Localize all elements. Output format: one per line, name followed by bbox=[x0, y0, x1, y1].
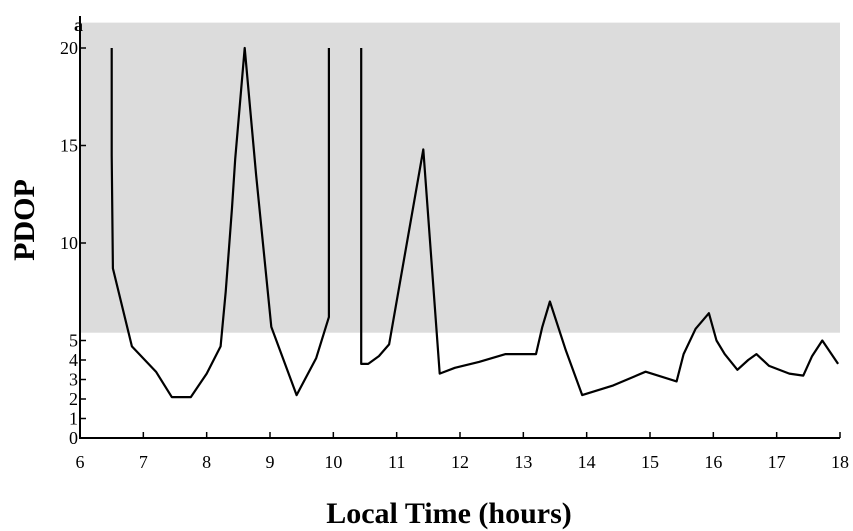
x-tick-label: 9 bbox=[266, 452, 275, 472]
shaded-region bbox=[80, 22, 840, 333]
y-tick-label: 20 bbox=[60, 38, 78, 58]
x-tick-label: 10 bbox=[324, 452, 342, 472]
x-tick-label: 15 bbox=[641, 452, 659, 472]
series-layer bbox=[110, 46, 840, 399]
x-tick-label: 12 bbox=[451, 452, 469, 472]
y-tick-label: 15 bbox=[60, 136, 78, 156]
x-tick-label: 18 bbox=[831, 452, 849, 472]
x-tick-label: 16 bbox=[704, 452, 722, 472]
y-axis-label: PDOP bbox=[8, 179, 41, 261]
pdop-series-line bbox=[110, 46, 330, 399]
pdop-series-line bbox=[360, 48, 840, 397]
x-axis-label: Local Time (hours) bbox=[326, 497, 572, 530]
x-tick-label: 14 bbox=[578, 452, 596, 472]
x-tick-label: 13 bbox=[514, 452, 532, 472]
x-tick-label: 8 bbox=[202, 452, 211, 472]
y-tick-label: 10 bbox=[60, 233, 78, 253]
y-tick-label: 5 bbox=[69, 331, 78, 351]
x-tick-label: 11 bbox=[388, 452, 405, 472]
y-tick-label: 2 bbox=[69, 389, 78, 409]
shaded-high-pdop-region bbox=[80, 22, 840, 333]
x-tick-label: 7 bbox=[139, 452, 148, 472]
y-tick-label: 4 bbox=[69, 350, 78, 370]
y-tick-label: 0 bbox=[69, 428, 78, 448]
x-tick-label: 6 bbox=[76, 452, 85, 472]
panel-label: a bbox=[74, 15, 83, 35]
y-tick-label: 1 bbox=[69, 409, 78, 429]
x-tick-label: 17 bbox=[768, 452, 786, 472]
y-tick-label: 3 bbox=[69, 370, 78, 390]
